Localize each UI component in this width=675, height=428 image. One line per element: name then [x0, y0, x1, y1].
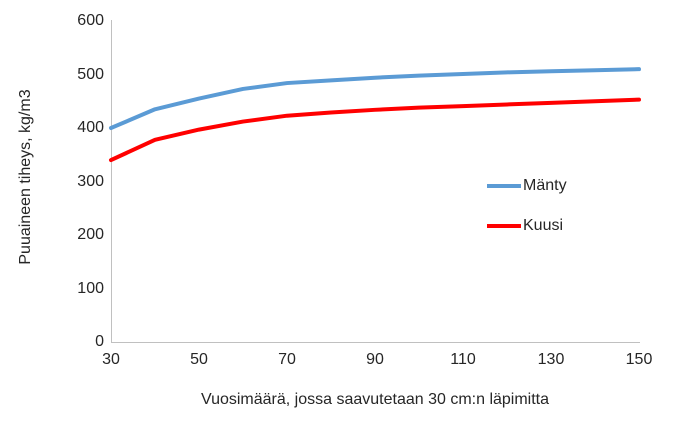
x-tick-label: 130: [537, 351, 565, 368]
x-tick-label: 150: [625, 351, 653, 368]
legend-item-mänty: Mänty: [487, 166, 567, 206]
x-tick-label: 70: [278, 351, 296, 368]
y-tick-label: 100: [77, 279, 104, 297]
y-axis-title: Puuaineen tiheys, kg/m3: [17, 89, 34, 265]
legend-item-kuusi: Kuusi: [487, 206, 567, 246]
y-tick-label: 400: [77, 119, 104, 136]
x-tick-label: 110: [450, 351, 476, 368]
series-line-mänty: [109, 67, 641, 130]
y-tick-label: 300: [77, 172, 104, 190]
legend: Mänty Kuusi: [487, 166, 567, 246]
x-axis-title: Vuosimäärä, jossa saavutetaan 30 cm:n lä…: [200, 391, 550, 408]
y-tick-label: 0: [95, 333, 104, 350]
x-tick-label: 30: [102, 351, 120, 368]
x-tick-label: 90: [366, 351, 384, 368]
legend-line-swatch: [487, 184, 521, 188]
y-tick-label: 200: [77, 226, 104, 243]
legend-label: Kuusi: [523, 217, 564, 234]
y-tick-label: 500: [77, 65, 104, 83]
series-line-kuusi: [109, 97, 641, 163]
legend-line-swatch: [487, 224, 521, 228]
x-tick-label: 50: [190, 351, 208, 368]
y-tick-label: 600: [77, 12, 104, 29]
legend-label: Mänty: [523, 177, 567, 194]
